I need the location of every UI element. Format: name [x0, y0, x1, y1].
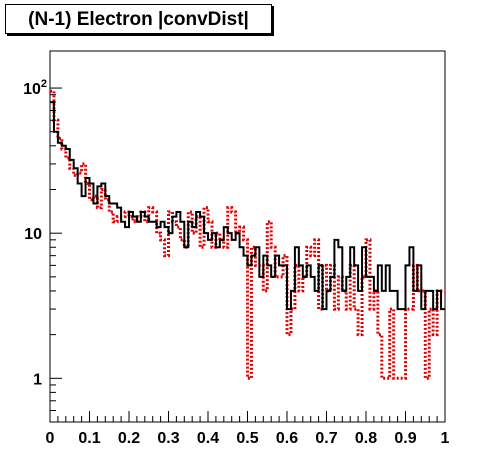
chart-title-box: (N-1) Electron |convDist| — [5, 4, 272, 34]
x-tick-label: 0.2 — [118, 430, 140, 447]
series-solid-line — [50, 101, 445, 311]
x-tick-label: 0.9 — [394, 430, 416, 447]
series-layer — [50, 89, 445, 380]
x-tick-label: 0.5 — [236, 430, 258, 447]
y-tick-label: 102 — [23, 78, 47, 98]
chart-title: (N-1) Electron |convDist| — [28, 9, 249, 30]
x-tick-label: 0 — [46, 430, 55, 447]
y-tick-label: 10 — [24, 226, 42, 243]
x-tick-label: 0.7 — [315, 430, 337, 447]
x-tick-label: 0.6 — [276, 430, 298, 447]
x-tick-label: 1 — [441, 430, 450, 447]
x-tick-label: 0.1 — [78, 430, 100, 447]
y-tick-label-exponent: 2 — [41, 78, 47, 90]
plot-frame — [49, 50, 446, 423]
x-tick-label: 0.4 — [197, 430, 219, 447]
x-tick-label: 0.8 — [355, 430, 377, 447]
x-tick-label: 0.3 — [157, 430, 179, 447]
series-dotted-line — [50, 89, 445, 380]
y-tick-label: 1 — [33, 371, 42, 388]
y-tick-label-base: 10 — [23, 81, 41, 98]
